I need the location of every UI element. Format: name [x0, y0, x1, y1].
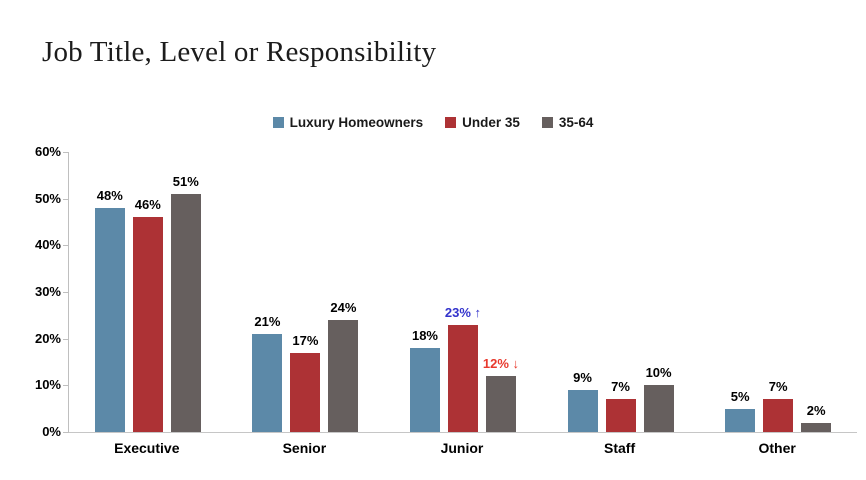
- bar-value-label: 2%: [806, 402, 826, 418]
- bar-group-staff: 9% 7% 10%: [542, 152, 700, 432]
- bar-staff-35-64: [643, 385, 674, 432]
- legend-swatch-icon: [541, 116, 553, 128]
- bar-group-other: 5% 7% 2%: [699, 152, 857, 432]
- bar-senior-under-35: [290, 352, 321, 432]
- legend-label: Luxury Homeowners: [289, 114, 424, 130]
- y-axis-tick: [63, 152, 69, 153]
- bar-other-luxury-homeowners: [725, 408, 756, 432]
- y-axis-label: 30%: [34, 284, 61, 299]
- bar-value-label: 48%: [96, 188, 123, 203]
- bar-column: 12% ↓: [482, 152, 520, 432]
- bar-column: 17%: [290, 152, 321, 432]
- bar-column: 9%: [567, 152, 598, 432]
- bar-other-35-64: [801, 422, 832, 432]
- x-axis-label-senior: Senior: [282, 440, 327, 456]
- bar-junior-under-35: [447, 324, 478, 432]
- bar-column: 21%: [252, 152, 283, 432]
- bar-group-executive: 48% 46% 51%: [69, 152, 227, 432]
- chart-legend: Luxury Homeowners Under 35 35-64: [0, 112, 866, 132]
- bar-junior-35-64: [485, 376, 516, 432]
- chart-title: Job Title, Level or Responsibility: [42, 36, 437, 68]
- legend-item-1: Under 35: [445, 115, 520, 130]
- bar-column: 7%: [605, 152, 636, 432]
- x-axis-label-executive: Executive: [114, 440, 180, 456]
- bar-value-label: 9%: [573, 370, 592, 385]
- legend-item-0: Luxury Homeowners: [272, 114, 424, 130]
- legend-label: Under 35: [462, 114, 520, 130]
- bar-column: 46%: [132, 152, 163, 432]
- bar-junior-luxury-homeowners: [409, 348, 440, 432]
- bar-value-label: 10%: [645, 365, 672, 381]
- y-axis-tick: [63, 292, 69, 293]
- x-axis-label-junior: Junior: [440, 440, 484, 456]
- bar-value-label: 7%: [768, 379, 788, 395]
- y-axis-label: 40%: [34, 237, 61, 253]
- bar-column: 23% ↑: [444, 152, 482, 432]
- bar-staff-under-35: [605, 399, 636, 432]
- bar-executive-under-35: [132, 217, 163, 432]
- legend-swatch-icon: [272, 116, 284, 128]
- bar-column: 24%: [328, 152, 359, 432]
- x-axis-label-other: Other: [758, 440, 796, 456]
- bar-column: 2%: [801, 152, 832, 432]
- bar-executive-35-64: [170, 194, 201, 432]
- bar-executive-luxury-homeowners: [94, 208, 125, 432]
- bar-value-label: 23% ↑: [444, 304, 482, 320]
- bar-column: 7%: [763, 152, 794, 432]
- bar-other-under-35: [763, 399, 794, 432]
- y-axis-label: 60%: [34, 144, 61, 159]
- bar-column: 5%: [725, 152, 756, 432]
- bar-group-senior: 21% 17% 24%: [227, 152, 385, 432]
- bar-group-junior: 18% 23% ↑ 12% ↓: [384, 152, 542, 432]
- y-axis-tick: [63, 385, 69, 387]
- plot-area: 48% 46% 51% 21% 17% 24% 18% 23% ↑ 12% ↓ 9% 7% 10% 5%…: [35, 145, 857, 439]
- bar-groups: 48% 46% 51% 21% 17% 24% 18% 23% ↑ 12% ↓ 9% 7% 10% 5%…: [69, 152, 857, 432]
- bar-senior-luxury-homeowners: [252, 334, 283, 432]
- bar-staff-luxury-homeowners: [567, 390, 598, 432]
- x-axis-label-staff: Staff: [604, 440, 636, 456]
- legend-label: 35-64: [558, 114, 594, 130]
- bar-value-label: 12% ↓: [482, 356, 520, 371]
- y-axis-tick: [63, 338, 69, 340]
- y-axis-tick: [63, 245, 69, 247]
- y-axis-label: 20%: [34, 330, 61, 346]
- bar-column: 10%: [643, 152, 674, 432]
- y-axis-label: 50%: [34, 190, 61, 206]
- x-axis-labels: Executive Senior Junior Staff Other: [68, 440, 856, 456]
- bar-column: 18%: [409, 152, 440, 432]
- bar-value-label: 5%: [730, 388, 750, 404]
- bar-value-label: 17%: [292, 332, 319, 348]
- bar-value-label: 21%: [254, 314, 281, 329]
- y-axis-tick: [63, 432, 69, 433]
- bar-column: 48%: [94, 152, 125, 432]
- y-axis-label: 0%: [42, 424, 61, 439]
- bar-value-label: 7%: [611, 379, 630, 395]
- bar-value-label: 24%: [330, 300, 357, 315]
- legend-item-2: 35-64: [541, 114, 594, 130]
- bar-value-label: 51%: [172, 174, 199, 189]
- bar-column: 51%: [170, 152, 201, 432]
- legend-swatch-icon: [445, 116, 457, 128]
- bar-senior-35-64: [328, 320, 359, 432]
- bar-value-label: 46%: [134, 197, 161, 213]
- y-axis-tick: [63, 198, 69, 200]
- bar-value-label: 18%: [411, 328, 438, 343]
- y-axis-label: 10%: [34, 377, 61, 393]
